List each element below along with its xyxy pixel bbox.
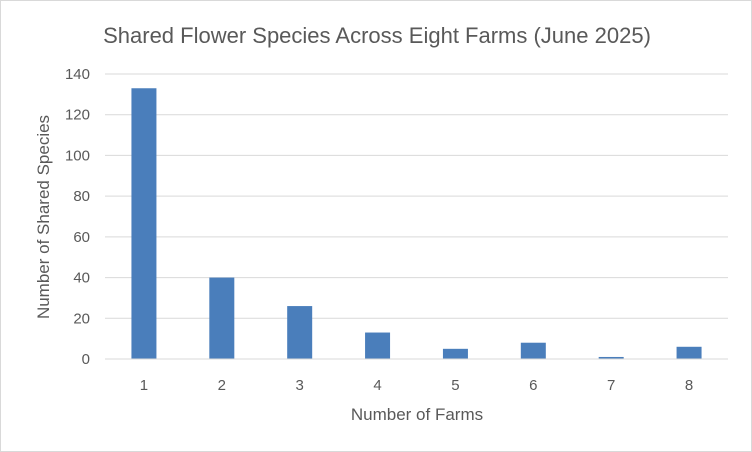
bar-1 bbox=[131, 88, 157, 359]
y-tick-label: 20 bbox=[73, 310, 90, 327]
gridlines bbox=[105, 73, 728, 319]
x-tick-label: 4 bbox=[373, 377, 381, 394]
x-tick-label: 6 bbox=[529, 377, 537, 394]
bar-3 bbox=[287, 306, 313, 359]
bar-8 bbox=[676, 346, 702, 359]
bar-7 bbox=[598, 356, 624, 359]
y-axis-ticks: 0 20 40 60 80 100 120 140 bbox=[65, 66, 90, 368]
bar-5 bbox=[442, 348, 468, 359]
chart-title: Shared Flower Species Across Eight Farms… bbox=[103, 23, 651, 48]
y-tick-label: 60 bbox=[73, 229, 90, 246]
x-tick-label: 7 bbox=[607, 377, 615, 394]
y-axis-label: Number of Shared Species bbox=[34, 115, 53, 319]
x-axis-label: Number of Farms bbox=[351, 405, 483, 424]
bar-6 bbox=[520, 342, 546, 359]
x-tick-label: 2 bbox=[218, 377, 226, 394]
x-tick-label: 3 bbox=[296, 377, 304, 394]
bar-4 bbox=[365, 332, 391, 359]
x-tick-label: 1 bbox=[140, 377, 148, 394]
bar-2 bbox=[209, 277, 235, 359]
y-tick-label: 120 bbox=[65, 107, 90, 124]
x-tick-label: 8 bbox=[685, 377, 693, 394]
y-tick-label: 100 bbox=[65, 147, 90, 164]
y-tick-label: 140 bbox=[65, 66, 90, 83]
x-axis-ticks: 1 2 3 4 5 6 7 8 bbox=[140, 377, 693, 394]
y-tick-label: 0 bbox=[82, 351, 90, 368]
y-tick-label: 80 bbox=[73, 188, 90, 205]
x-tick-label: 5 bbox=[451, 377, 459, 394]
bars bbox=[131, 88, 702, 359]
y-tick-label: 40 bbox=[73, 270, 90, 287]
